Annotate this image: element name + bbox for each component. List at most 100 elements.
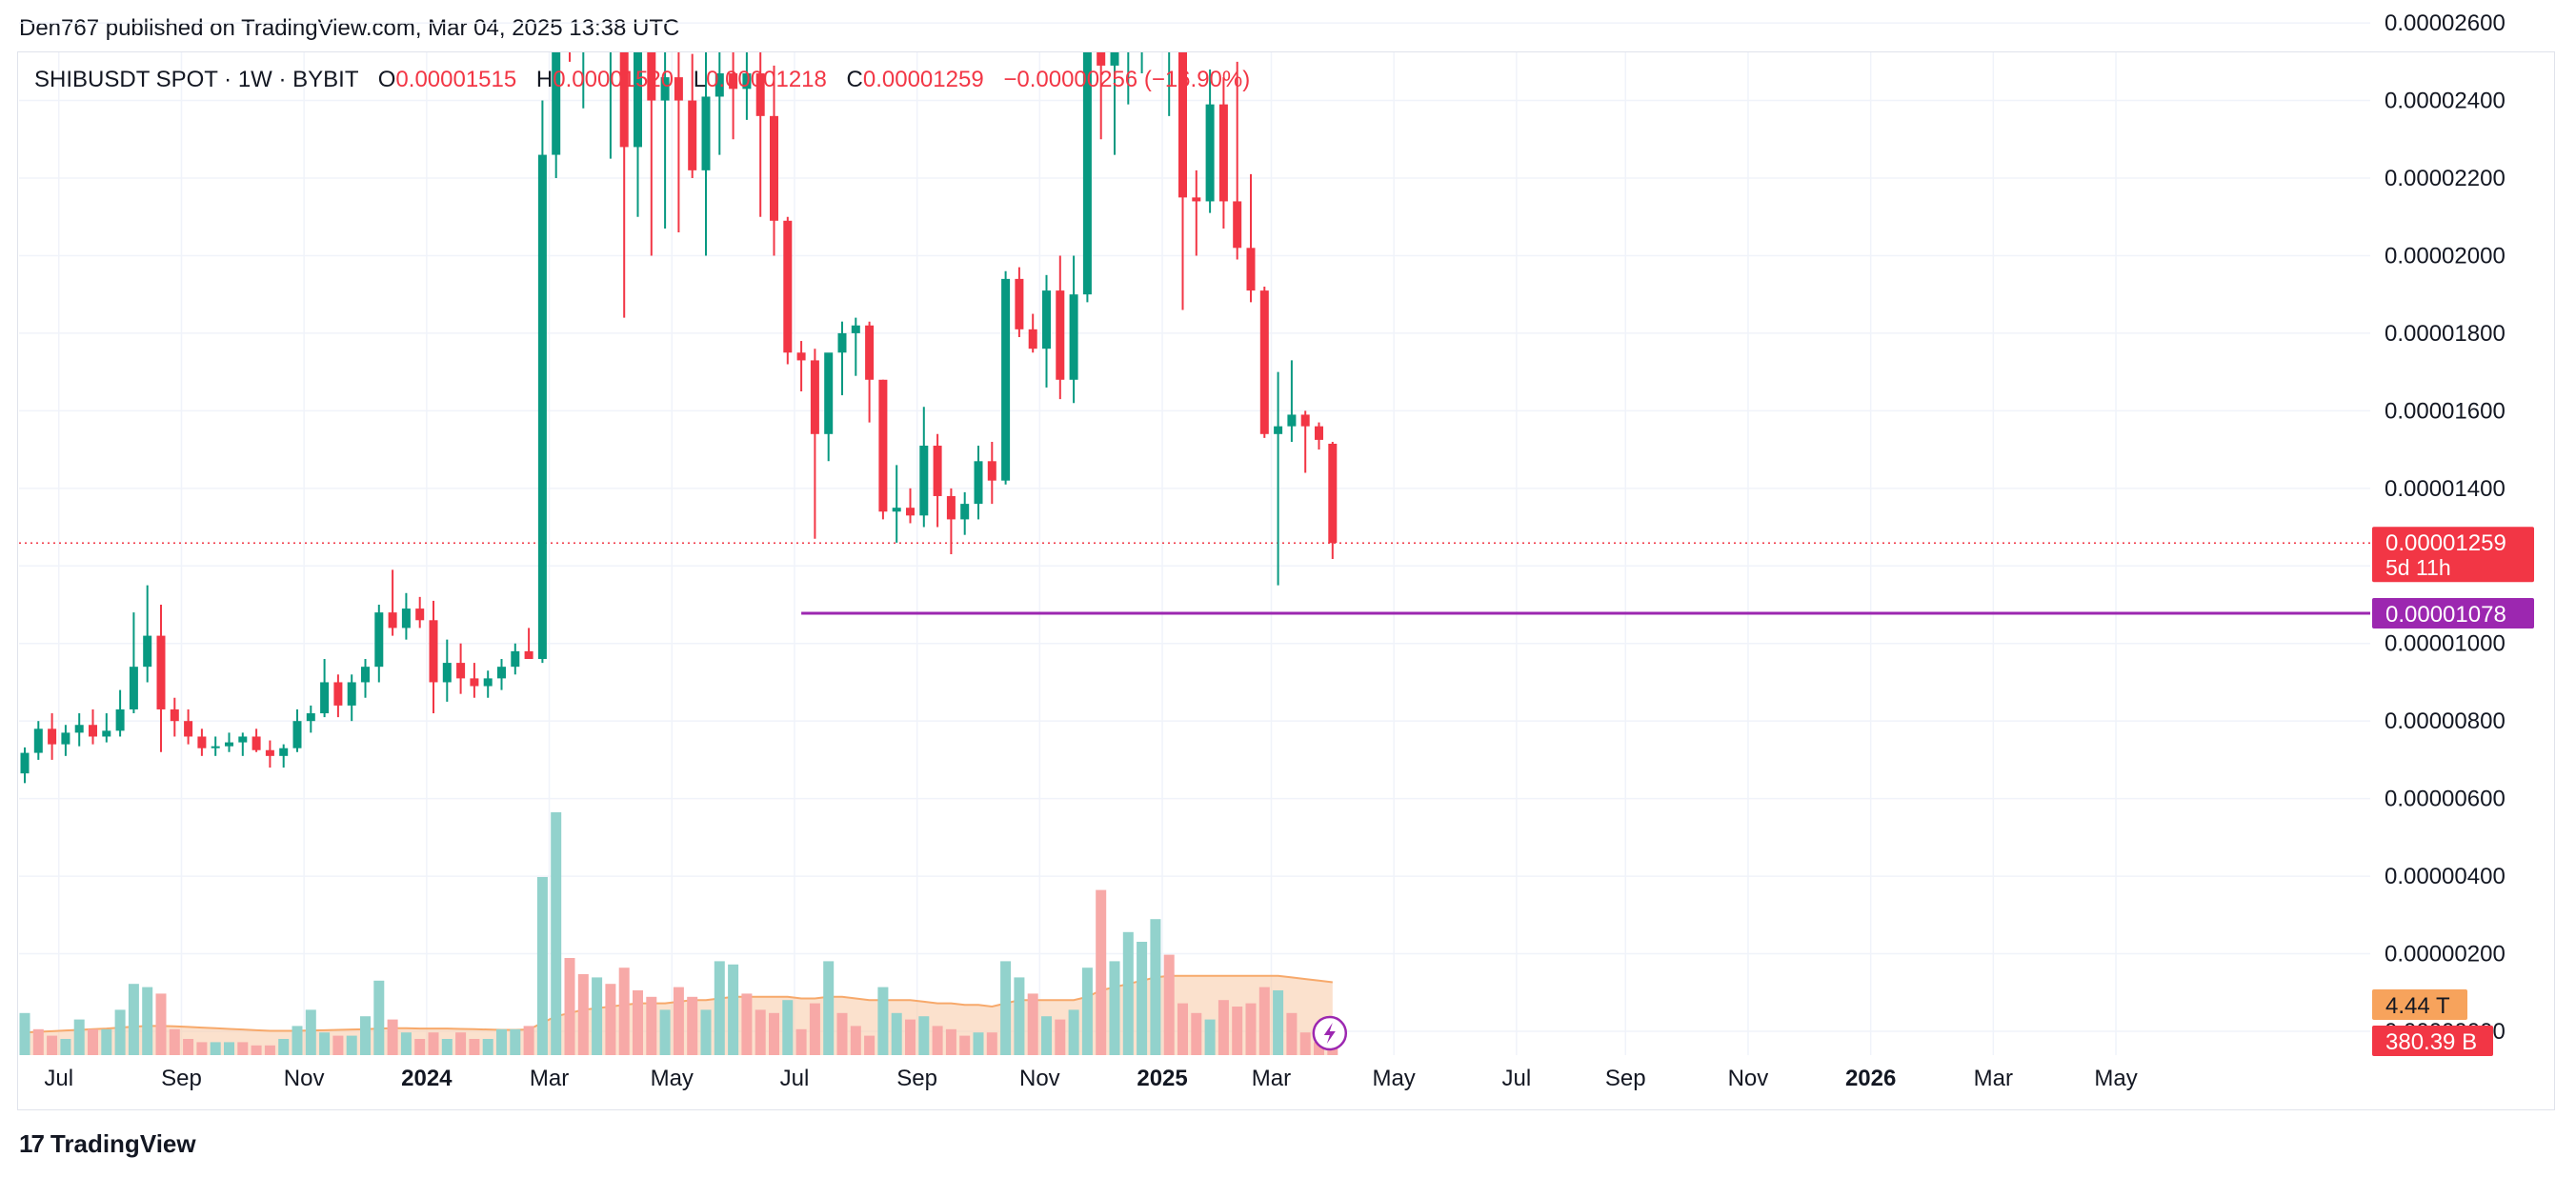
volume-bar xyxy=(1109,961,1120,1055)
low-label: L xyxy=(693,67,707,92)
chart-frame[interactable] xyxy=(17,51,2555,1110)
volume-bar xyxy=(101,1028,112,1055)
candle-body xyxy=(851,325,860,333)
last-price-badge xyxy=(2372,527,2534,583)
close-label: C xyxy=(846,67,863,92)
volume-bar xyxy=(755,1009,766,1055)
candle-body xyxy=(1097,52,1106,66)
x-axis-tick-label: May xyxy=(2094,1066,2137,1091)
candle-body xyxy=(279,748,289,756)
candle-body xyxy=(537,154,547,660)
x-axis-tick-label: Jul xyxy=(44,1066,73,1091)
candle-body xyxy=(688,100,697,170)
x-axis-tick-label: Mar xyxy=(1252,1066,1291,1091)
candle-body xyxy=(742,73,752,90)
candle-body xyxy=(429,620,438,683)
volume-badge xyxy=(2372,1026,2493,1056)
candle-body xyxy=(1069,294,1078,380)
candle-body xyxy=(619,52,629,148)
candle-body xyxy=(1001,278,1011,481)
candle-body xyxy=(946,495,956,520)
candle-body xyxy=(497,667,506,679)
volume-label: 380.39 B xyxy=(2385,1029,2477,1055)
x-axis-tick-label: Nov xyxy=(1728,1066,1769,1091)
candle-body xyxy=(1259,290,1269,434)
bolt-glyph-icon xyxy=(1323,1023,1336,1044)
candle-body xyxy=(115,708,125,731)
candle-body xyxy=(1205,104,1215,202)
volume-bar xyxy=(292,1026,303,1055)
candle-body xyxy=(238,736,248,743)
volume-bar xyxy=(1245,1003,1257,1055)
candle-body xyxy=(1110,52,1119,66)
candle-body xyxy=(837,332,847,353)
candle-body xyxy=(511,650,520,668)
volume-bar xyxy=(305,1009,316,1055)
volume-bar xyxy=(714,961,725,1055)
volume-bar xyxy=(769,1012,779,1055)
open-value: 0.00001515 xyxy=(395,67,517,92)
x-axis-tick-label: Sep xyxy=(1605,1066,1646,1091)
high-label: H xyxy=(535,67,553,92)
volume-bar xyxy=(387,1019,398,1055)
y-axis-tick-label: 0.00002400 xyxy=(2385,89,2506,114)
candle-body xyxy=(401,608,411,628)
candle-body xyxy=(755,73,765,116)
candle-body xyxy=(415,608,425,621)
candle-body xyxy=(1246,248,1256,291)
candle-body xyxy=(1042,290,1051,349)
volume-bar xyxy=(823,961,835,1055)
volume-bar xyxy=(986,1032,997,1055)
volume-bar xyxy=(1068,1009,1079,1055)
tradingview-logo[interactable]: 17 TradingView xyxy=(19,1129,196,1159)
x-axis-tick-label: Mar xyxy=(530,1066,569,1091)
volume-bar xyxy=(19,1012,30,1055)
candle-body xyxy=(1328,443,1338,544)
y-axis-tick-label: 0.00000800 xyxy=(2385,708,2506,734)
volume-bar xyxy=(633,990,643,1055)
candle-body xyxy=(933,446,942,496)
candle-body xyxy=(265,749,274,756)
candle-body xyxy=(906,508,915,516)
candle-body xyxy=(442,663,452,683)
close-value: 0.00001259 xyxy=(862,67,984,92)
volume-bar xyxy=(496,1028,507,1055)
candle-body xyxy=(1218,104,1228,202)
candle-body xyxy=(225,742,233,747)
plot-area[interactable] xyxy=(19,0,2370,1055)
volume-bar xyxy=(469,1039,480,1055)
volume-bar xyxy=(741,993,753,1055)
volume-bar xyxy=(1177,1003,1188,1055)
volume-bar xyxy=(592,977,603,1055)
volume-bar xyxy=(264,1045,275,1055)
volume-bar xyxy=(523,1026,534,1055)
x-axis-tick-label: 2024 xyxy=(401,1066,453,1091)
volume-bar xyxy=(1000,961,1012,1055)
y-axis-tick-label: 0.00002600 xyxy=(2385,10,2506,36)
candle-body xyxy=(292,721,302,748)
candle-body xyxy=(552,52,561,155)
volume-bar xyxy=(1027,993,1038,1055)
y-axis-tick-label: 0.00001800 xyxy=(2385,321,2506,347)
x-axis-tick-label: Nov xyxy=(1019,1066,1060,1091)
volume-bar xyxy=(441,1039,453,1055)
volume-bar xyxy=(973,1032,984,1055)
volume-bar xyxy=(319,1032,331,1055)
x-axis-tick-label: Jul xyxy=(1502,1066,1532,1091)
volume-bar xyxy=(1232,1007,1243,1055)
symbol-label[interactable]: SHIBUSDT SPOT · 1W · BYBIT xyxy=(34,67,359,92)
candle-body xyxy=(1274,426,1283,434)
countdown-label: 5d 11h xyxy=(2385,555,2451,580)
volume-bar xyxy=(877,987,889,1055)
volume-bar xyxy=(795,1028,807,1055)
candle-body xyxy=(143,635,152,668)
low-value: 0.00001218 xyxy=(706,67,827,92)
tradingview-brand-text: TradingView xyxy=(50,1129,196,1158)
candle-body xyxy=(252,736,261,750)
volume-bar xyxy=(251,1045,262,1055)
volume-bar xyxy=(155,993,167,1055)
volume-bar xyxy=(1096,889,1107,1055)
volume-bar xyxy=(482,1039,493,1055)
volume-bar xyxy=(945,1028,956,1055)
